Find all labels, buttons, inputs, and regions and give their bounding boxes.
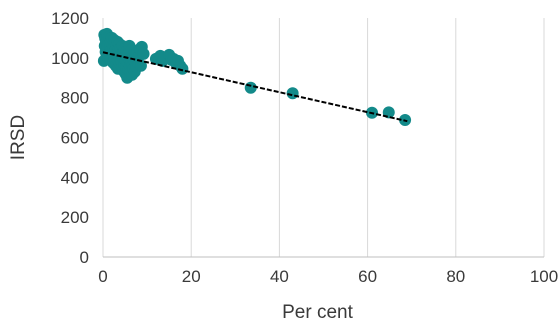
x-tick-label: 40 — [270, 267, 289, 286]
y-tick-label: 0 — [80, 248, 89, 267]
data-point — [134, 59, 147, 72]
y-tick-label: 800 — [61, 89, 89, 108]
x-tick-label: 0 — [98, 267, 107, 286]
y-tick-label: 600 — [61, 129, 89, 148]
trendline — [102, 51, 408, 123]
y-tick-label: 200 — [61, 208, 89, 227]
data-point — [137, 47, 150, 60]
x-tick-label: 60 — [358, 267, 377, 286]
y-tick-labels: 0 200 400 600 800 1000 1200 — [51, 9, 89, 267]
y-tick-label: 400 — [61, 168, 89, 187]
data-points — [97, 27, 412, 126]
gridlines — [102, 18, 545, 257]
x-tick-labels: 0 20 40 60 80 100 — [98, 267, 558, 286]
y-axis-title: IRSD — [8, 115, 29, 160]
y-tick-label: 1000 — [51, 49, 89, 68]
x-tick-label: 20 — [182, 267, 201, 286]
x-tick-label: 80 — [446, 267, 465, 286]
x-axis-title: Per cent — [282, 302, 353, 323]
x-tick-label: 100 — [530, 267, 558, 286]
y-tick-label: 1200 — [51, 9, 89, 28]
data-point — [244, 81, 257, 94]
data-point — [176, 62, 189, 75]
